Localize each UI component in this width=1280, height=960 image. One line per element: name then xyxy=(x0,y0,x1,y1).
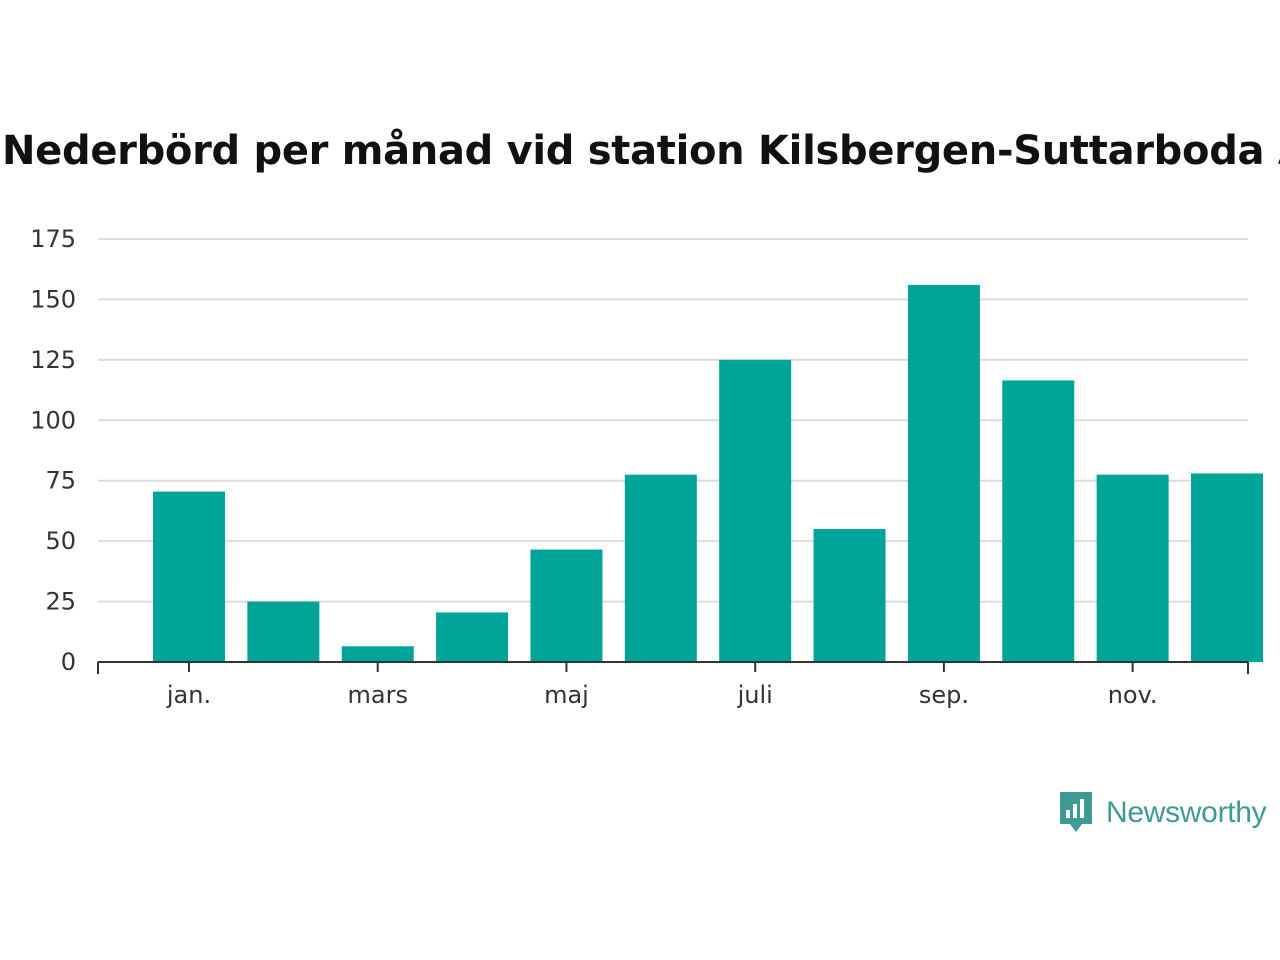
y-tick-label: 0 xyxy=(61,648,76,676)
bar-aug xyxy=(813,529,886,662)
y-tick-label: 25 xyxy=(45,588,76,616)
bar-jan xyxy=(153,491,225,662)
x-tick-label: jan. xyxy=(166,681,211,709)
newsworthy-wordmark: Newsworthy xyxy=(1106,796,1267,829)
x-tick-label: mars xyxy=(347,681,407,709)
x-tick-label: maj xyxy=(544,681,589,709)
y-axis-ticks: 0 25 50 75 100 125 150 175 xyxy=(30,225,76,676)
y-tick-label: 150 xyxy=(30,285,76,313)
chart-title: Nederbörd per månad vid station Kilsberg… xyxy=(2,128,1280,174)
y-tick-label: 50 xyxy=(45,527,76,555)
x-tick-label: juli xyxy=(737,681,773,709)
bars xyxy=(153,284,1263,662)
newsworthy-logo: Newsworthy xyxy=(1058,790,1267,836)
newsworthy-logo-icon xyxy=(1060,792,1092,832)
bar-feb xyxy=(247,601,320,662)
x-axis: jan. mars maj juli sep. nov. xyxy=(97,661,1249,709)
bar-juni xyxy=(624,474,697,662)
bar-mars xyxy=(341,646,414,662)
y-tick-label: 175 xyxy=(30,225,76,253)
bar-juli xyxy=(719,359,792,662)
bar-dec xyxy=(1191,473,1263,662)
bar-sep xyxy=(907,284,980,662)
bar-nov xyxy=(1096,474,1169,662)
bar-maj xyxy=(530,549,603,662)
bar-apr xyxy=(436,612,509,662)
y-tick-label: 75 xyxy=(45,467,76,495)
bar-okt xyxy=(1002,380,1075,662)
x-tick-label: sep. xyxy=(919,681,969,709)
y-tick-label: 100 xyxy=(30,406,76,434)
x-tick-label: nov. xyxy=(1108,681,1158,709)
y-tick-label: 125 xyxy=(30,346,76,374)
